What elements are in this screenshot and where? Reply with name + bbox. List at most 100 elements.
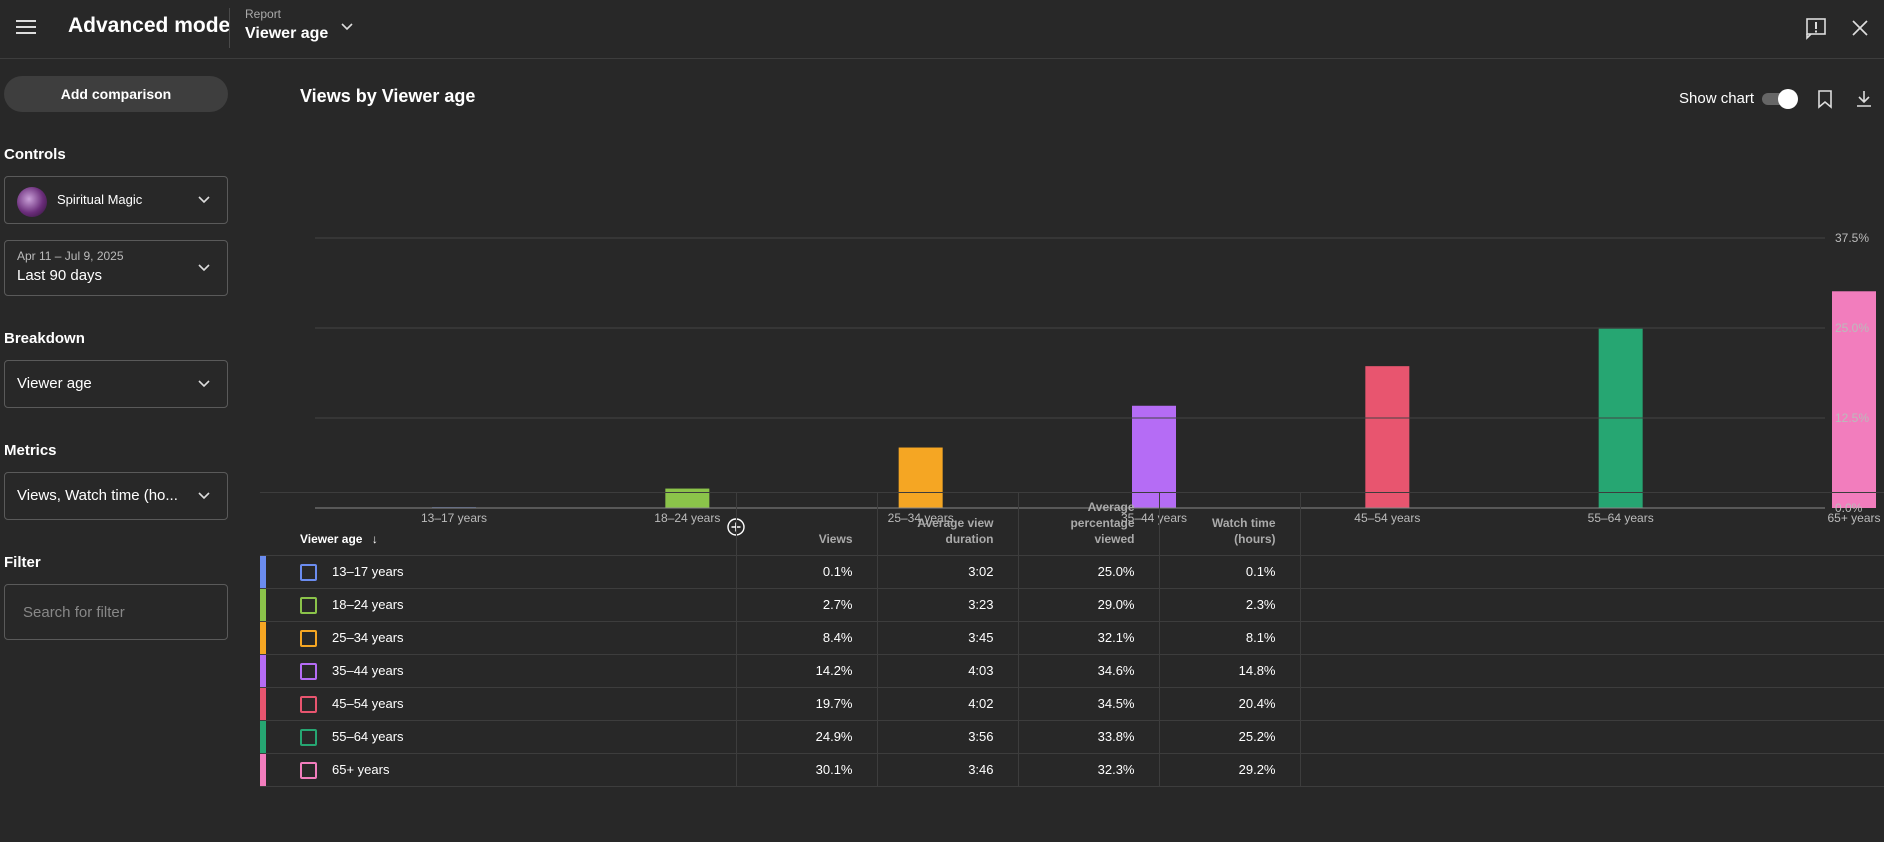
row-checkbox[interactable] bbox=[300, 563, 317, 581]
app-title: Advanced mode bbox=[68, 14, 231, 37]
avg-view-duration-header-line2: duration bbox=[945, 531, 994, 546]
row-name-cell: 45–54 years bbox=[260, 687, 736, 721]
row-color-bar bbox=[260, 753, 266, 786]
controls-label: Controls bbox=[4, 146, 66, 163]
row-color-bar bbox=[260, 621, 266, 654]
views-cell: 8.4% bbox=[735, 621, 877, 655]
table-row: 65+ years 30.1% 3:46 32.3% 29.2% bbox=[260, 753, 1884, 787]
row-checkbox[interactable] bbox=[300, 728, 317, 746]
date-range-dates: Apr 11 – Jul 9, 2025 bbox=[17, 249, 124, 263]
table-row: 35–44 years 14.2% 4:03 34.6% 14.8% bbox=[260, 654, 1884, 688]
show-chart-toggle[interactable] bbox=[1760, 89, 1798, 109]
row-checkbox[interactable] bbox=[300, 761, 317, 779]
show-chart-label: Show chart bbox=[1679, 90, 1755, 107]
avg-pct-cell: 32.1% bbox=[1017, 621, 1159, 655]
empty-cell bbox=[1299, 687, 1884, 721]
chevron-down-icon bbox=[341, 23, 353, 31]
chevron-down-icon bbox=[198, 264, 210, 272]
channel-select[interactable]: Spiritual Magic bbox=[4, 176, 228, 224]
filter-search-input[interactable] bbox=[4, 584, 228, 640]
data-table: Viewer age ↓ Views Average view duration … bbox=[260, 492, 1884, 787]
views-cell: 0.1% bbox=[735, 555, 877, 589]
download-icon[interactable] bbox=[1853, 88, 1875, 110]
top-bar: Advanced mode Report Viewer age bbox=[0, 0, 1884, 59]
breakdown-value: Viewer age bbox=[17, 375, 92, 392]
date-range-value: Last 90 days bbox=[17, 267, 103, 284]
chevron-down-icon bbox=[198, 380, 210, 388]
row-name: 13–17 years bbox=[332, 564, 404, 579]
row-name-cell: 65+ years bbox=[260, 753, 736, 787]
watch-time-cell: 20.4% bbox=[1158, 687, 1300, 721]
avg-pct-header-line3: viewed bbox=[1094, 531, 1135, 546]
feedback-icon[interactable] bbox=[1804, 16, 1828, 40]
avg-duration-cell: 3:46 bbox=[876, 753, 1018, 787]
empty-header bbox=[1299, 493, 1884, 556]
views-cell: 24.9% bbox=[735, 720, 877, 754]
row-name: 55–64 years bbox=[332, 729, 404, 744]
row-color-bar bbox=[260, 720, 266, 753]
row-name: 25–34 years bbox=[332, 630, 404, 645]
avg-duration-cell: 3:23 bbox=[876, 588, 1018, 622]
bar[interactable] bbox=[1832, 291, 1876, 508]
metrics-label: Metrics bbox=[4, 442, 57, 459]
empty-cell bbox=[1299, 753, 1884, 787]
empty-cell bbox=[1299, 654, 1884, 688]
avg-duration-cell: 3:45 bbox=[876, 621, 1018, 655]
avg-pct-header-line1: Average bbox=[1087, 499, 1135, 514]
report-picker[interactable]: Report Viewer age bbox=[245, 6, 360, 50]
metrics-table: Viewer age ↓ Views Average view duration … bbox=[260, 493, 1884, 787]
row-name-cell: 55–64 years bbox=[260, 720, 736, 754]
views-header[interactable]: Views bbox=[735, 493, 877, 556]
table-row: 45–54 years 19.7% 4:02 34.5% 20.4% bbox=[260, 687, 1884, 721]
avg-duration-cell: 3:02 bbox=[876, 555, 1018, 589]
watch-time-header-line2: (hours) bbox=[1234, 531, 1276, 546]
metrics-select[interactable]: Views, Watch time (ho... bbox=[4, 472, 228, 520]
chevron-down-icon bbox=[198, 492, 210, 500]
viewer-age-header[interactable]: Viewer age ↓ bbox=[260, 493, 736, 556]
hamburger-menu-icon[interactable] bbox=[14, 16, 38, 40]
metrics-value: Views, Watch time (ho... bbox=[17, 487, 178, 504]
row-name: 35–44 years bbox=[332, 663, 404, 678]
avg-view-duration-header-line1: Average view bbox=[917, 515, 994, 530]
report-label: Report bbox=[245, 7, 282, 21]
bar-chart: 0.0%12.5%25.0%37.5%13–17 years 18–24 year… bbox=[315, 231, 1881, 525]
row-checkbox[interactable] bbox=[300, 596, 317, 614]
avg-percentage-viewed-header[interactable]: Average percentage viewed bbox=[1017, 493, 1159, 556]
watch-time-cell: 8.1% bbox=[1158, 621, 1300, 655]
main-panel: Views by Viewer age Show chart 0.0% 12.5%… bbox=[260, 60, 1884, 842]
close-icon[interactable] bbox=[1848, 16, 1872, 40]
bookmark-icon[interactable] bbox=[1814, 88, 1836, 110]
bar[interactable] bbox=[1132, 405, 1176, 508]
watch-time-cell: 14.8% bbox=[1158, 654, 1300, 688]
sidebar: Add comparison Controls Spiritual Magic … bbox=[0, 60, 232, 842]
y-tick-label: 12.5% bbox=[1835, 411, 1869, 425]
bar[interactable] bbox=[1365, 366, 1410, 508]
views-cell: 30.1% bbox=[735, 753, 877, 787]
table-row: 55–64 years 24.9% 3:56 33.8% 25.2% bbox=[260, 720, 1884, 754]
table-row: 25–34 years 8.4% 3:45 32.1% 8.1% bbox=[260, 621, 1884, 655]
filter-label: Filter bbox=[4, 554, 41, 571]
table-row: 13–17 years 0.1% 3:02 25.0% 0.1% bbox=[260, 555, 1884, 589]
channel-avatar bbox=[17, 187, 47, 217]
views-cell: 2.7% bbox=[735, 588, 877, 622]
watch-time-header[interactable]: Watch time (hours) bbox=[1158, 493, 1300, 556]
y-tick-label: 25.0% bbox=[1835, 321, 1869, 335]
row-name-cell: 13–17 years bbox=[260, 555, 736, 589]
avg-pct-cell: 33.8% bbox=[1017, 720, 1159, 754]
views-cell: 19.7% bbox=[735, 687, 877, 721]
row-name: 45–54 years bbox=[332, 696, 404, 711]
row-checkbox[interactable] bbox=[300, 629, 317, 647]
breakdown-select[interactable]: Viewer age bbox=[4, 360, 228, 408]
avg-view-duration-header[interactable]: Average view duration bbox=[876, 493, 1018, 556]
add-comparison-button[interactable]: Add comparison bbox=[4, 76, 228, 112]
date-range-select[interactable]: Apr 11 – Jul 9, 2025 Last 90 days bbox=[4, 240, 228, 296]
avg-duration-cell: 3:56 bbox=[876, 720, 1018, 754]
row-name-cell: 35–44 years bbox=[260, 654, 736, 688]
row-checkbox[interactable] bbox=[300, 695, 317, 713]
row-name: 65+ years bbox=[332, 762, 390, 777]
row-color-bar bbox=[260, 555, 266, 588]
empty-cell bbox=[1299, 588, 1884, 622]
empty-cell bbox=[1299, 720, 1884, 754]
empty-cell bbox=[1299, 555, 1884, 589]
row-checkbox[interactable] bbox=[300, 662, 317, 680]
